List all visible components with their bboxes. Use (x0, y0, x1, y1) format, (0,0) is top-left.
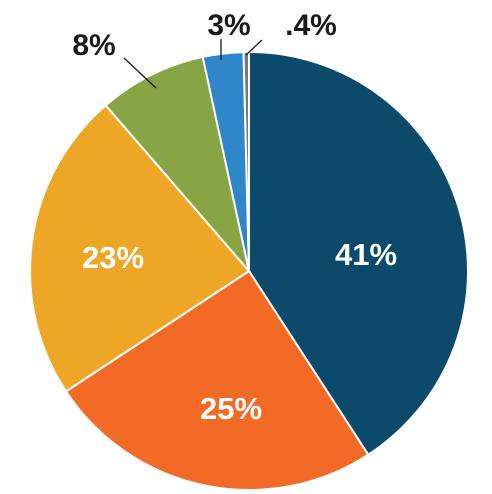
pie-slice-2 (65, 270, 370, 491)
slice-label-3: 23% (82, 240, 144, 275)
leader-line-6 (245, 39, 263, 56)
slice-label-5: 3% (207, 9, 250, 42)
slice-label-2: 25% (200, 391, 262, 426)
leader-line-4 (123, 57, 157, 89)
slice-labels: 41% 25% 23% 8% 3% .4% (72, 9, 397, 426)
pie-slice-3 (29, 104, 250, 393)
slice-label-1: 41% (335, 237, 397, 272)
pie-slice-4 (104, 55, 250, 272)
slice-label-4: 8% (72, 29, 115, 62)
slice-label-6: .4% (285, 9, 337, 42)
pie-slices (29, 51, 469, 491)
leader-lines (123, 39, 263, 89)
